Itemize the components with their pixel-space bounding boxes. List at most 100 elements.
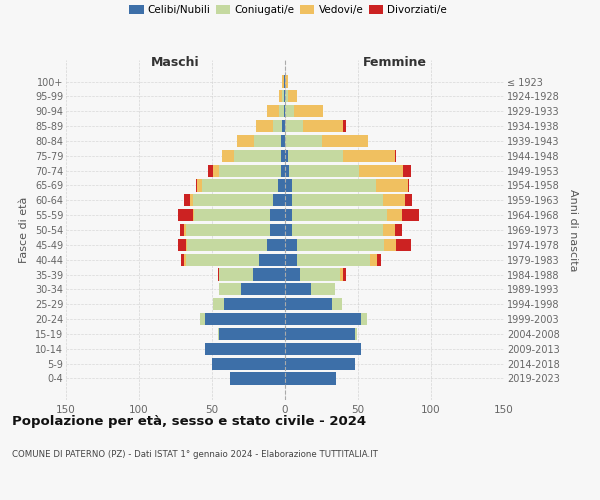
Text: Popolazione per età, sesso e stato civile - 2024: Popolazione per età, sesso e stato civil… bbox=[12, 415, 366, 428]
Bar bbox=[254, 135, 281, 147]
Bar bbox=[205, 342, 285, 355]
Bar bbox=[190, 194, 193, 206]
Bar bbox=[285, 342, 361, 355]
Bar bbox=[184, 254, 186, 266]
Bar bbox=[402, 209, 419, 221]
Bar bbox=[340, 268, 343, 280]
Bar bbox=[220, 284, 241, 296]
Bar bbox=[281, 164, 285, 176]
Bar bbox=[281, 150, 285, 162]
Bar bbox=[279, 90, 282, 102]
Text: Femmine: Femmine bbox=[362, 56, 427, 69]
Bar bbox=[268, 105, 279, 118]
Bar bbox=[343, 150, 395, 162]
Bar bbox=[218, 328, 220, 340]
Bar bbox=[284, 90, 285, 102]
Bar bbox=[186, 239, 187, 251]
Bar bbox=[181, 254, 184, 266]
Bar bbox=[285, 239, 296, 251]
Bar bbox=[202, 180, 278, 192]
Bar bbox=[285, 224, 292, 236]
Bar bbox=[200, 313, 205, 325]
Bar bbox=[234, 150, 281, 162]
Bar bbox=[193, 209, 194, 221]
Bar bbox=[205, 313, 285, 325]
Legend: Celibi/Nubili, Coniugati/e, Vedovi/e, Divorziati/e: Celibi/Nubili, Coniugati/e, Vedovi/e, Di… bbox=[129, 5, 447, 15]
Bar bbox=[184, 194, 190, 206]
Bar bbox=[396, 239, 410, 251]
Bar bbox=[285, 105, 294, 118]
Bar bbox=[311, 284, 335, 296]
Bar bbox=[285, 164, 289, 176]
Bar bbox=[271, 209, 285, 221]
Bar bbox=[274, 194, 285, 206]
Bar bbox=[361, 313, 367, 325]
Bar bbox=[284, 105, 285, 118]
Bar bbox=[285, 135, 322, 147]
Bar bbox=[282, 120, 285, 132]
Bar bbox=[359, 164, 403, 176]
Bar bbox=[214, 164, 220, 176]
Bar bbox=[376, 180, 407, 192]
Bar bbox=[383, 194, 405, 206]
Bar bbox=[292, 209, 387, 221]
Bar bbox=[224, 298, 285, 310]
Bar bbox=[196, 180, 197, 192]
Bar bbox=[194, 209, 271, 221]
Bar bbox=[285, 298, 332, 310]
Bar bbox=[289, 164, 359, 176]
Bar bbox=[241, 284, 285, 296]
Bar bbox=[220, 164, 281, 176]
Bar bbox=[281, 135, 285, 147]
Text: COMUNE DI PATERNO (PZ) - Dati ISTAT 1° gennaio 2024 - Elaborazione TUTTITALIA.IT: COMUNE DI PATERNO (PZ) - Dati ISTAT 1° g… bbox=[12, 450, 378, 459]
Y-axis label: Anni di nascita: Anni di nascita bbox=[568, 188, 578, 271]
Bar bbox=[193, 194, 274, 206]
Bar bbox=[395, 150, 396, 162]
Bar bbox=[178, 239, 186, 251]
Bar bbox=[222, 150, 234, 162]
Bar bbox=[383, 224, 395, 236]
Bar bbox=[279, 105, 284, 118]
Bar bbox=[220, 268, 253, 280]
Bar bbox=[186, 224, 271, 236]
Bar bbox=[285, 358, 355, 370]
Bar bbox=[285, 120, 302, 132]
Bar bbox=[178, 209, 193, 221]
Bar bbox=[285, 209, 292, 221]
Bar bbox=[285, 254, 296, 266]
Bar bbox=[268, 239, 285, 251]
Bar bbox=[271, 224, 285, 236]
Bar bbox=[278, 180, 285, 192]
Bar bbox=[377, 254, 382, 266]
Bar bbox=[384, 239, 396, 251]
Bar bbox=[274, 120, 282, 132]
Bar bbox=[294, 105, 323, 118]
Bar bbox=[184, 224, 186, 236]
Bar bbox=[299, 268, 340, 280]
Bar bbox=[343, 268, 346, 280]
Bar bbox=[237, 135, 254, 147]
Bar bbox=[259, 254, 285, 266]
Bar bbox=[214, 298, 224, 310]
Bar bbox=[405, 194, 412, 206]
Bar bbox=[284, 76, 285, 88]
Bar bbox=[355, 328, 356, 340]
Bar bbox=[288, 150, 343, 162]
Bar bbox=[285, 90, 288, 102]
Bar bbox=[285, 194, 292, 206]
Bar bbox=[285, 313, 361, 325]
Bar bbox=[292, 180, 376, 192]
Bar bbox=[220, 328, 285, 340]
Bar bbox=[212, 358, 285, 370]
Bar bbox=[296, 239, 384, 251]
Bar bbox=[292, 224, 383, 236]
Bar bbox=[322, 135, 368, 147]
Bar bbox=[395, 224, 402, 236]
Bar bbox=[187, 239, 268, 251]
Bar bbox=[387, 209, 402, 221]
Bar bbox=[253, 268, 285, 280]
Bar bbox=[292, 194, 383, 206]
Bar bbox=[370, 254, 377, 266]
Text: Maschi: Maschi bbox=[151, 56, 200, 69]
Bar bbox=[302, 120, 343, 132]
